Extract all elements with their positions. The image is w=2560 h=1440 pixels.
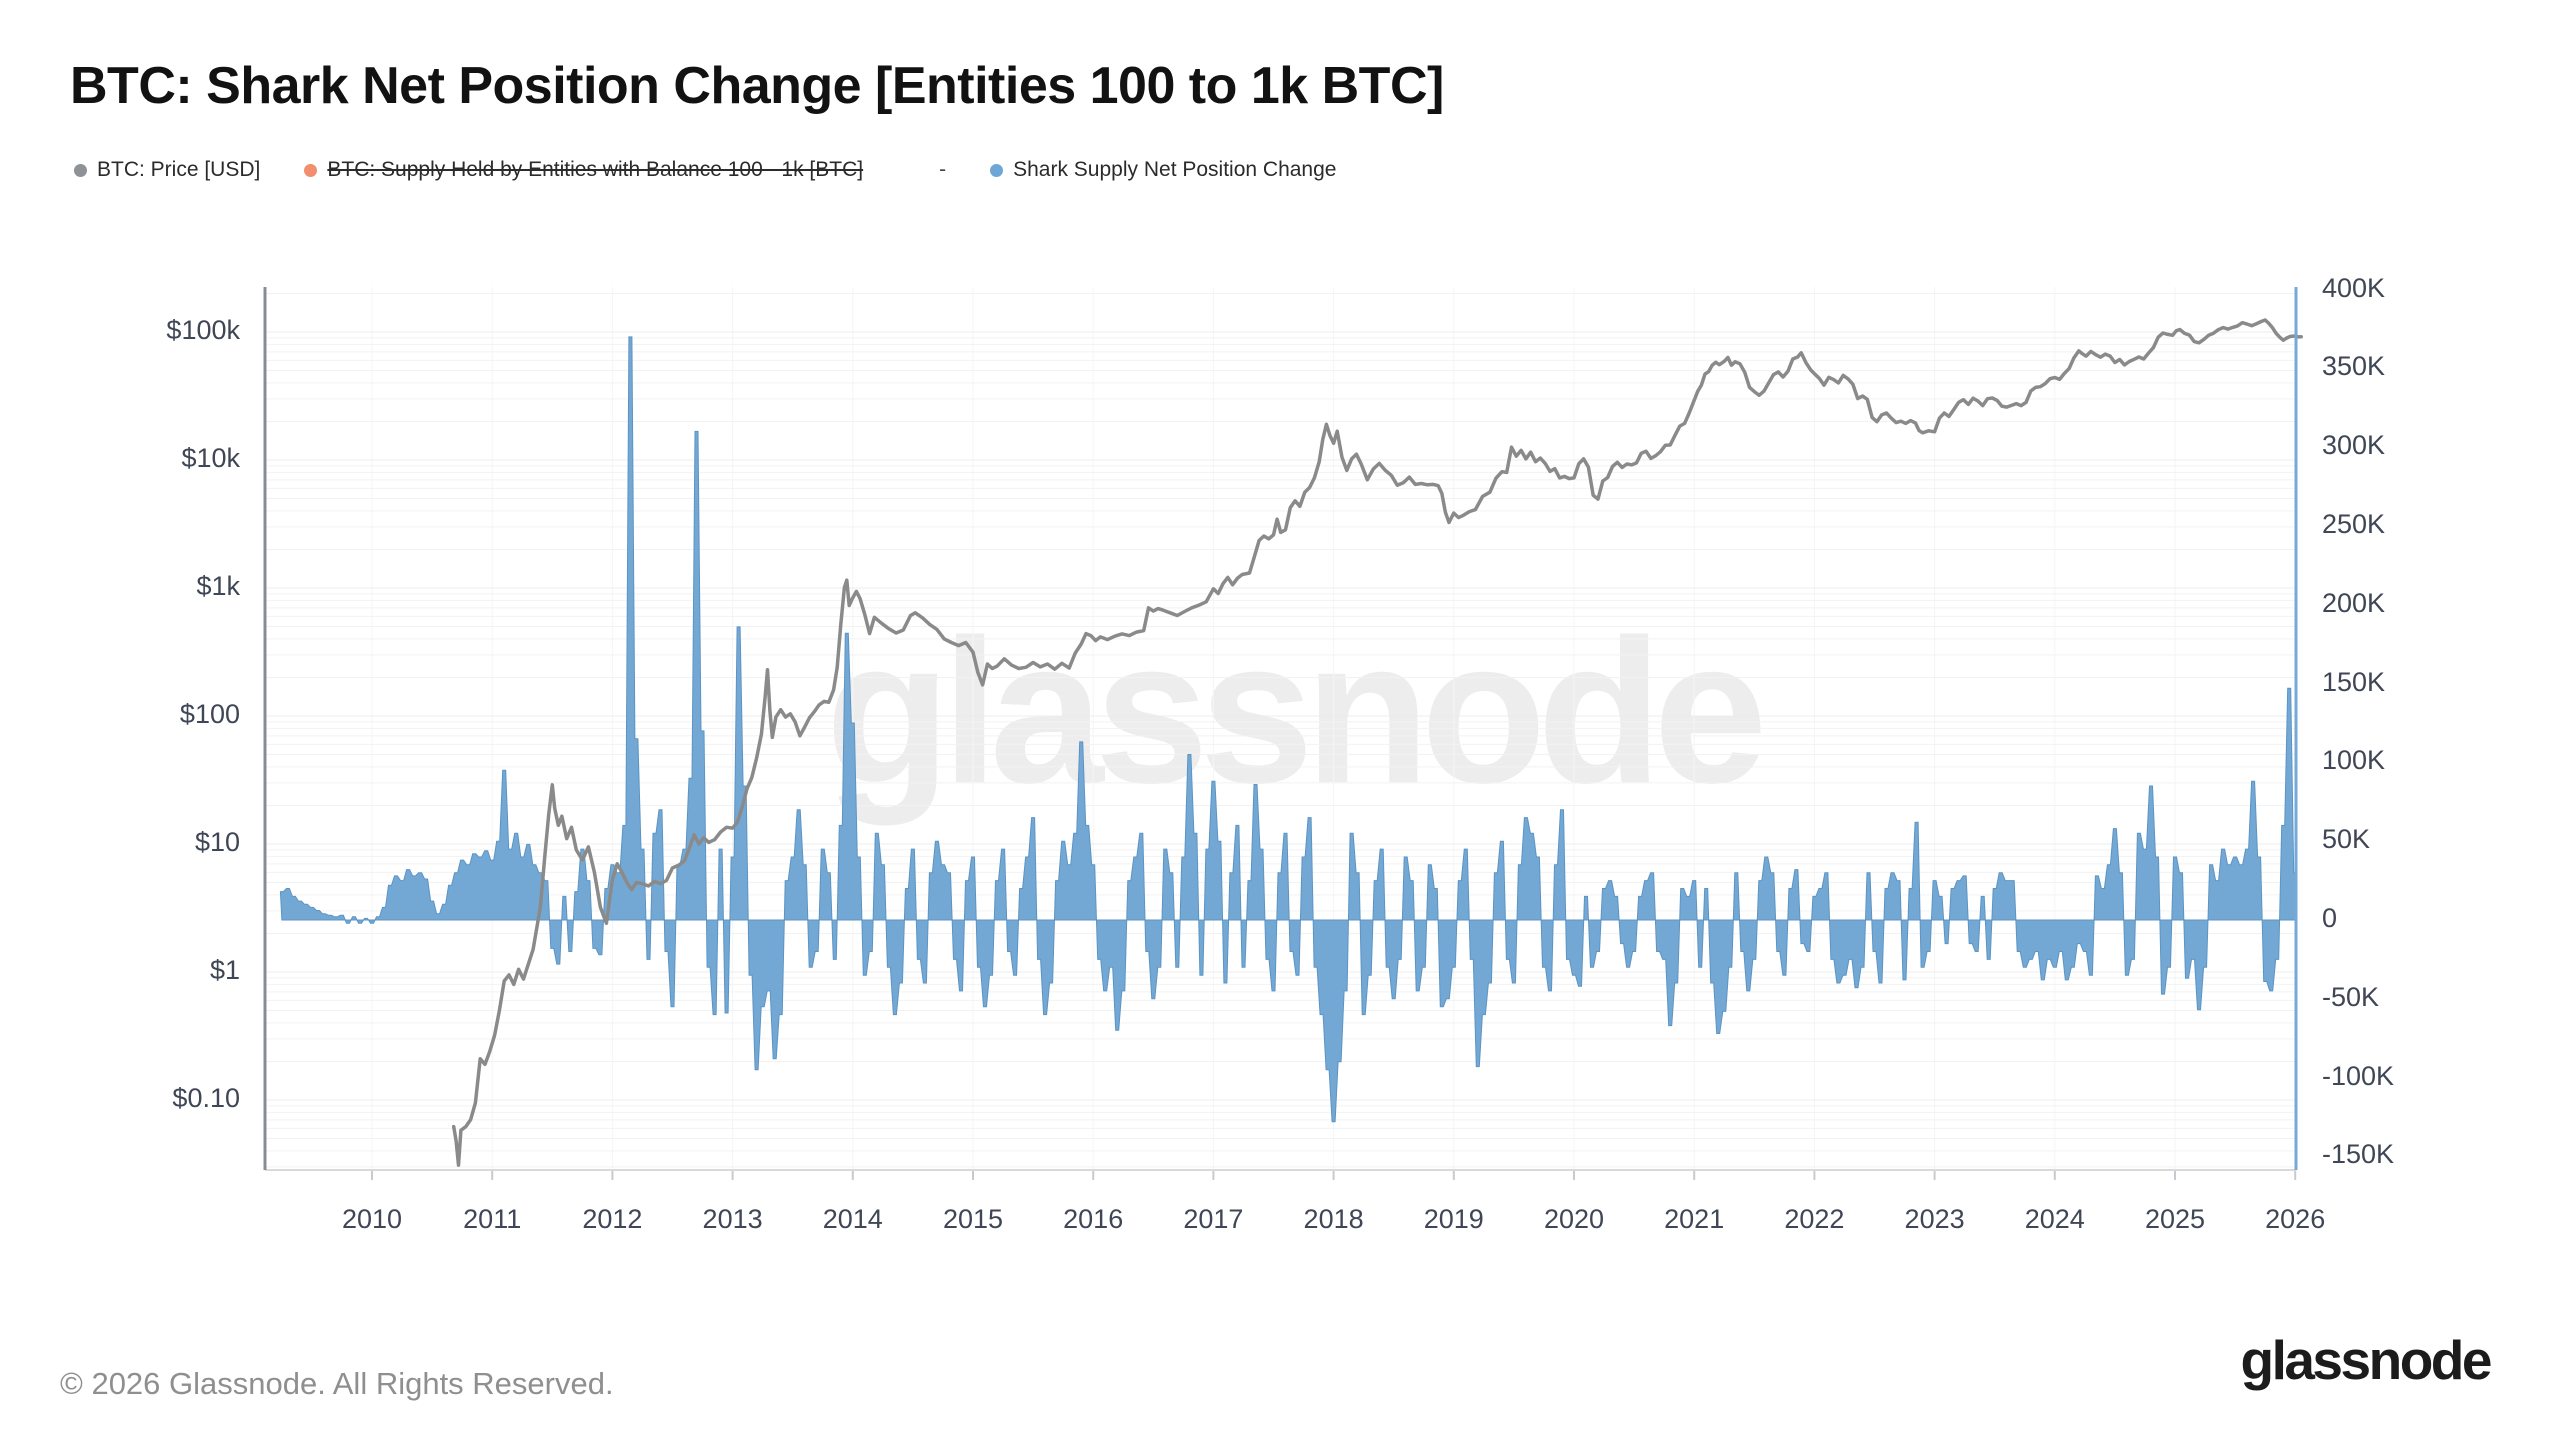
y-axis-label-left: $0.10 <box>172 1083 240 1113</box>
x-axis-label: 2010 <box>341 1204 403 1234</box>
y-axis-label-right: 50K <box>2322 824 2371 855</box>
legend-label-btc-price: BTC: Price [USD] <box>97 158 261 181</box>
x-axis-label: 2017 <box>1183 1204 1244 1234</box>
y-axis-label-right: -100K <box>2322 1060 2395 1091</box>
legend-dot-blue-icon <box>990 163 1004 177</box>
x-axis-label: 2019 <box>1423 1204 1484 1234</box>
x-axis-label: 2020 <box>1543 1204 1605 1234</box>
y-axis-label-right: 0 <box>2322 903 2338 933</box>
y-axis-label-right: -150K <box>2322 1139 2395 1170</box>
legend-dot-gray-icon <box>74 163 87 177</box>
legend-item-btc-price[interactable]: BTC: Price [USD] <box>74 158 260 182</box>
glassnode-watermark: glassnode <box>825 597 1768 826</box>
legend-label-supply-held: BTC: Supply Held by Entities with Balanc… <box>327 158 864 181</box>
x-axis-label: 2012 <box>582 1204 643 1234</box>
legend-dot-orange-icon <box>304 163 318 177</box>
x-axis-label: 2016 <box>1063 1204 1124 1234</box>
y-axis-label-left: $100 <box>179 699 240 729</box>
y-axis-label-left: $1k <box>196 571 240 601</box>
y-axis-label-right: 100K <box>2322 745 2386 776</box>
y-axis-label-right: 350K <box>2322 351 2386 382</box>
x-axis-label: 2022 <box>1784 1204 1845 1234</box>
y-axis-label-right: 200K <box>2322 587 2386 618</box>
legend-item-net-position[interactable]: Shark Supply Net Position Change <box>990 158 1336 182</box>
x-axis-label: 2014 <box>822 1204 883 1234</box>
y-axis-label-right: 250K <box>2322 509 2386 539</box>
y-axis-label-left: $10k <box>181 443 240 473</box>
glassnode-logo: glassnode <box>2240 1329 2492 1391</box>
legend: BTC: Price [USD] BTC: Supply Held by Ent… <box>74 158 1336 182</box>
x-axis-label: 2025 <box>2144 1204 2206 1234</box>
x-axis-label: 2015 <box>942 1204 1004 1234</box>
y-axis-label-left: $10 <box>194 827 240 857</box>
x-axis-label: 2021 <box>1664 1204 1725 1234</box>
legend-label-net-position: Shark Supply Net Position Change <box>1013 158 1337 181</box>
y-axis-label-left: $1 <box>209 955 240 985</box>
y-axis-label-right: 150K <box>2322 666 2386 697</box>
x-axis-label: 2011 <box>463 1204 522 1234</box>
copyright-text: © 2026 Glassnode. All Rights Reserved. <box>60 1366 614 1401</box>
x-axis-label: 2023 <box>1904 1204 1965 1234</box>
y-axis-label-right: 300K <box>2322 430 2386 461</box>
legend-item-supply-held[interactable]: BTC: Supply Held by Entities with Balanc… <box>304 158 863 182</box>
legend-separator: - <box>939 158 947 181</box>
page-title: BTC: Shark Net Position Change [Entities… <box>70 57 1444 115</box>
x-axis-label: 2024 <box>2024 1204 2085 1234</box>
y-axis-label-left: $100k <box>166 315 240 345</box>
x-axis-label: 2013 <box>702 1204 763 1234</box>
x-axis-label: 2026 <box>2265 1204 2326 1234</box>
y-axis-label-right: -50K <box>2322 981 2380 1012</box>
x-axis-label: 2018 <box>1303 1204 1364 1234</box>
y-axis-label-right: 400K <box>2322 272 2386 303</box>
